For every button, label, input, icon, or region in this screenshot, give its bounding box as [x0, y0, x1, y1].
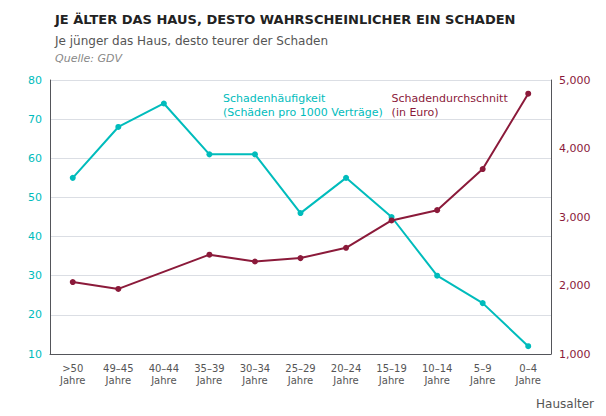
svg-text:(Schäden pro 1000 Verträge): (Schäden pro 1000 Verträge)	[223, 106, 383, 119]
svg-text:80: 80	[28, 74, 42, 87]
svg-text:40: 40	[28, 230, 42, 243]
svg-text:49–45: 49–45	[103, 363, 133, 374]
svg-text:Jahre: Jahre	[150, 375, 176, 386]
svg-text:3,000: 3,000	[559, 211, 591, 224]
svg-text:1,000: 1,000	[559, 348, 591, 361]
svg-text:10: 10	[28, 348, 42, 361]
svg-text:0–4: 0–4	[519, 363, 537, 374]
svg-text:20–24: 20–24	[331, 363, 361, 374]
svg-text:Jahre: Jahre	[196, 375, 222, 386]
svg-text:5,000: 5,000	[559, 74, 591, 87]
svg-text:Jahre: Jahre	[378, 375, 404, 386]
svg-text:Jahre: Jahre	[241, 375, 267, 386]
svg-text:Schadenhäufigkeit: Schadenhäufigkeit	[223, 92, 326, 105]
svg-text:>50: >50	[62, 363, 83, 374]
svg-text:Jahre: Jahre	[332, 375, 358, 386]
svg-text:35–39: 35–39	[194, 363, 224, 374]
svg-text:JE ÄLTER DAS HAUS, DESTO WAHRS: JE ÄLTER DAS HAUS, DESTO WAHRSCHEINLICHE…	[54, 12, 515, 27]
svg-text:70: 70	[28, 113, 42, 126]
svg-text:Schadendurchschnitt: Schadendurchschnitt	[392, 92, 509, 105]
svg-text:Jahre: Jahre	[59, 375, 85, 386]
svg-text:30–34: 30–34	[240, 363, 270, 374]
svg-text:Quelle: GDV: Quelle: GDV	[55, 52, 123, 65]
svg-text:10–14: 10–14	[422, 363, 452, 374]
svg-text:40–44: 40–44	[149, 363, 179, 374]
svg-text:Jahre: Jahre	[287, 375, 313, 386]
svg-text:30: 30	[28, 269, 42, 282]
svg-text:Jahre: Jahre	[423, 375, 449, 386]
svg-text:Hausalter: Hausalter	[536, 397, 594, 411]
svg-text:2,000: 2,000	[559, 279, 591, 292]
svg-text:(in Euro): (in Euro)	[392, 106, 439, 119]
svg-text:Jahre: Jahre	[514, 375, 540, 386]
svg-text:Jahre: Jahre	[469, 375, 495, 386]
svg-text:20: 20	[28, 308, 42, 321]
svg-text:60: 60	[28, 152, 42, 165]
svg-text:Je jünger das Haus, desto teur: Je jünger das Haus, desto teurer der Sch…	[54, 34, 328, 48]
svg-text:50: 50	[28, 191, 42, 204]
svg-text:15–19: 15–19	[376, 363, 406, 374]
svg-text:25–29: 25–29	[285, 363, 315, 374]
svg-text:Jahre: Jahre	[105, 375, 131, 386]
svg-text:5–9: 5–9	[474, 363, 492, 374]
svg-text:4,000: 4,000	[559, 142, 591, 155]
